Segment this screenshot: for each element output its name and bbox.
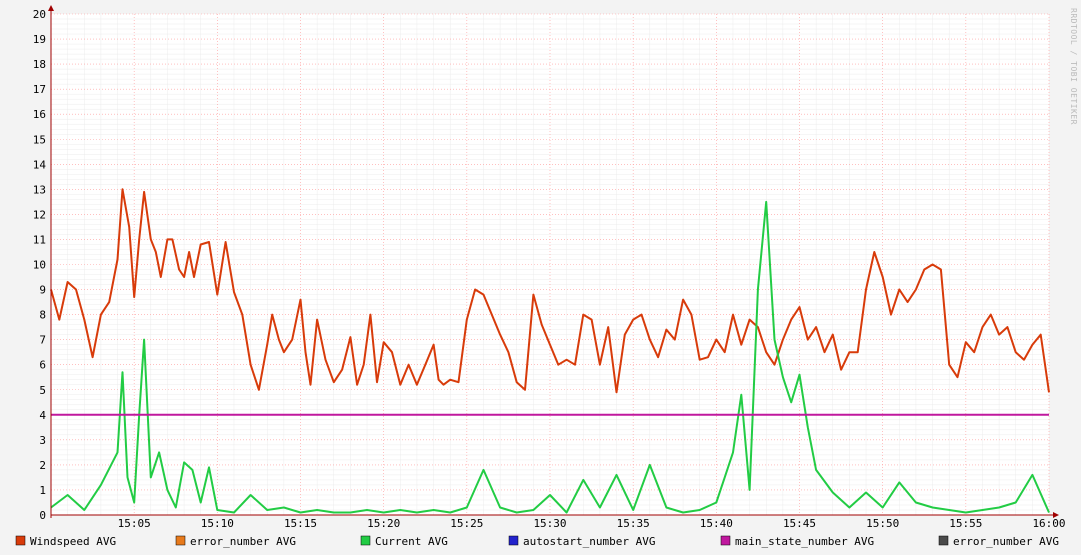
x-tick-label: 15:45 xyxy=(783,517,816,530)
x-tick-label: 15:35 xyxy=(617,517,650,530)
x-tick-label: 15:10 xyxy=(201,517,234,530)
y-tick-label: 3 xyxy=(39,434,46,447)
x-tick-label: 15:15 xyxy=(284,517,317,530)
legend-label: error_number AVG xyxy=(190,535,296,548)
y-tick-label: 6 xyxy=(39,359,46,372)
series-line xyxy=(50,200,1050,514)
y-tick-label: 7 xyxy=(39,334,46,347)
legend: Windspeed AVG error_number AVG Current AVG… xyxy=(15,535,1059,548)
x-tick-label: 15:20 xyxy=(367,517,400,530)
y-tick-label: 16 xyxy=(33,108,46,121)
legend-swatch xyxy=(508,535,519,546)
grid-layer xyxy=(51,13,1050,516)
x-tick-labels: 15:05 15:10 15:15 15:20 15:25 15:30 15:35 15:40… xyxy=(118,517,1066,530)
rrdtool-watermark: RRDTOOL / TOBI OETIKER xyxy=(1069,8,1078,125)
y-tick-label: 15 xyxy=(33,133,46,146)
y-tick-label: 2 xyxy=(39,459,46,472)
x-tick-label: 15:55 xyxy=(949,517,982,530)
x-axis-arrow xyxy=(1053,512,1059,518)
y-tick-label: 4 xyxy=(39,409,46,422)
y-tick-label: 10 xyxy=(33,259,46,272)
series-layer xyxy=(50,188,1050,514)
y-tick-label: 19 xyxy=(33,33,46,46)
legend-swatch xyxy=(360,535,371,546)
y-axis-arrow xyxy=(48,5,54,11)
y-tick-label: 5 xyxy=(39,384,46,397)
y-tick-label: 14 xyxy=(33,158,47,171)
y-tick-label: 17 xyxy=(33,83,46,96)
legend-label: main_state_number AVG xyxy=(735,535,874,548)
y-tick-label: 12 xyxy=(33,208,46,221)
y-tick-label: 8 xyxy=(39,309,46,322)
y-tick-label: 1 xyxy=(39,484,46,497)
legend-label: Windspeed AVG xyxy=(30,535,116,548)
series-line xyxy=(50,188,1050,394)
legend-swatch xyxy=(175,535,186,546)
axes xyxy=(48,5,1059,518)
x-tick-label: 15:50 xyxy=(866,517,899,530)
y-tick-label: 0 xyxy=(39,509,46,522)
x-tick-label: 15:30 xyxy=(533,517,566,530)
legend-label: autostart_number AVG xyxy=(523,535,655,548)
legend-swatch xyxy=(720,535,731,546)
y-tick-label: 9 xyxy=(39,284,46,297)
legend-label: Current AVG xyxy=(375,535,448,548)
x-tick-label: 16:00 xyxy=(1032,517,1065,530)
x-tick-label: 15:25 xyxy=(450,517,483,530)
y-tick-label: 13 xyxy=(33,183,46,196)
y-tick-label: 11 xyxy=(33,233,46,246)
x-tick-label: 15:05 xyxy=(118,517,151,530)
legend-swatch xyxy=(15,535,26,546)
y-tick-label: 18 xyxy=(33,58,46,71)
legend-swatch xyxy=(938,535,949,546)
legend-label: error_number AVG xyxy=(953,535,1059,548)
y-tick-label: 20 xyxy=(33,8,46,21)
x-tick-label: 15:40 xyxy=(700,517,733,530)
